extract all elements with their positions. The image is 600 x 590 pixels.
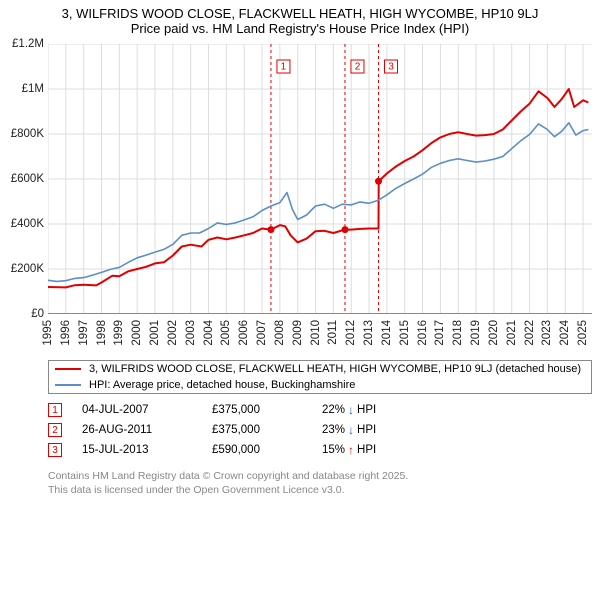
sale-dot — [267, 226, 274, 233]
event-date: 26-AUG-2011 — [82, 424, 212, 436]
event-price: £375,000 — [212, 404, 322, 416]
arrow-up-icon: ↑ — [348, 443, 354, 457]
x-tick-label: 2014 — [381, 320, 393, 346]
legend: 3, WILFRIDS WOOD CLOSE, FLACKWELL HEATH,… — [48, 360, 592, 394]
footer-line-1: Contains HM Land Registry data © Crown c… — [48, 470, 592, 484]
x-tick-label: 2000 — [131, 320, 143, 346]
event-marker: 3 — [48, 443, 62, 457]
event-row: 1 04-JUL-2007£375,00022%↓HPI — [48, 400, 592, 420]
arrow-down-icon: ↓ — [348, 403, 354, 417]
title-line-2: Price paid vs. HM Land Registry's House … — [8, 21, 592, 36]
x-tick-label: 2018 — [452, 320, 464, 346]
title-line-1: 3, WILFRIDS WOOD CLOSE, FLACKWELL HEATH,… — [8, 6, 592, 21]
events-table: 1 04-JUL-2007£375,00022%↓HPI 2 26-AUG-2011£… — [48, 400, 592, 460]
x-tick-label: 1996 — [60, 320, 72, 346]
x-tick-label: 2016 — [417, 320, 429, 346]
event-row: 3 15-JUL-2013£590,00015%↑HPI — [48, 440, 592, 460]
y-tick-label: £0 — [8, 308, 46, 320]
title-block: 3, WILFRIDS WOOD CLOSE, FLACKWELL HEATH,… — [8, 6, 592, 36]
x-tick-label: 2012 — [345, 320, 357, 346]
event-marker: 1 — [48, 403, 62, 417]
legend-swatch — [55, 368, 81, 370]
x-tick-label: 2001 — [149, 320, 161, 346]
footer: Contains HM Land Registry data © Crown c… — [48, 470, 592, 497]
event-marker: 2 — [48, 423, 62, 437]
x-tick-label: 2017 — [434, 320, 446, 346]
y-tick-label: £800K — [8, 128, 46, 140]
x-tick-label: 2022 — [524, 320, 536, 346]
x-tick-label: 2009 — [292, 320, 304, 346]
x-tick-label: 2008 — [274, 320, 286, 346]
x-tick-label: 2015 — [399, 320, 411, 346]
svg-text:3: 3 — [388, 62, 394, 73]
y-tick-label: £1M — [8, 83, 46, 95]
y-tick-label: £400K — [8, 218, 46, 230]
legend-swatch — [55, 384, 81, 386]
y-tick-label: £200K — [8, 263, 46, 275]
plot-svg: 1 2 3 — [48, 44, 592, 314]
event-price: £590,000 — [212, 444, 322, 456]
x-axis: 1995199619971998199920002001200220032004… — [48, 314, 592, 354]
event-price: £375,000 — [212, 424, 322, 436]
x-tick-label: 2007 — [256, 320, 268, 346]
legend-row: 3, WILFRIDS WOOD CLOSE, FLACKWELL HEATH,… — [49, 361, 591, 377]
series-hpi — [48, 123, 588, 282]
x-tick-label: 2021 — [506, 320, 518, 346]
x-tick-label: 2004 — [203, 320, 215, 346]
event-date: 15-JUL-2013 — [82, 444, 212, 456]
x-tick-label: 2003 — [185, 320, 197, 346]
plot-region: 1 2 3 — [48, 44, 592, 314]
legend-label: 3, WILFRIDS WOOD CLOSE, FLACKWELL HEATH,… — [89, 363, 581, 375]
event-date: 04-JUL-2007 — [82, 404, 212, 416]
y-tick-label: £600K — [8, 173, 46, 185]
x-tick-label: 2010 — [310, 320, 322, 346]
x-tick-label: 1998 — [96, 320, 108, 346]
svg-text:2: 2 — [355, 62, 361, 73]
sale-dot — [375, 178, 382, 185]
legend-row: HPI: Average price, detached house, Buck… — [49, 377, 591, 393]
svg-text:1: 1 — [281, 62, 287, 73]
x-tick-label: 2020 — [488, 320, 500, 346]
event-delta: 23%↓HPI — [322, 423, 432, 437]
event-row: 2 26-AUG-2011£375,00023%↓HPI — [48, 420, 592, 440]
x-tick-label: 2005 — [220, 320, 232, 346]
x-tick-label: 2013 — [363, 320, 375, 346]
x-tick-label: 2002 — [167, 320, 179, 346]
x-tick-label: 2011 — [327, 320, 339, 345]
chart-container: 3, WILFRIDS WOOD CLOSE, FLACKWELL HEATH,… — [0, 0, 600, 503]
x-tick-label: 2023 — [541, 320, 553, 346]
event-delta: 22%↓HPI — [322, 403, 432, 417]
chart-area: £0£200K£400K£600K£800K£1M£1.2M 123 19951… — [8, 44, 592, 354]
event-delta: 15%↑HPI — [322, 443, 432, 457]
x-tick-label: 2025 — [577, 320, 589, 346]
y-tick-label: £1.2M — [8, 38, 46, 50]
x-tick-label: 2024 — [559, 320, 571, 346]
x-tick-label: 1999 — [113, 320, 125, 346]
arrow-down-icon: ↓ — [348, 423, 354, 437]
x-tick-label: 1997 — [78, 320, 90, 346]
series-price_paid — [48, 89, 588, 287]
x-tick-label: 2006 — [238, 320, 250, 346]
footer-line-2: This data is licensed under the Open Gov… — [48, 484, 592, 498]
sale-dot — [341, 226, 348, 233]
x-tick-label: 1995 — [42, 320, 54, 346]
x-tick-label: 2019 — [470, 320, 482, 346]
legend-label: HPI: Average price, detached house, Buck… — [89, 379, 355, 391]
